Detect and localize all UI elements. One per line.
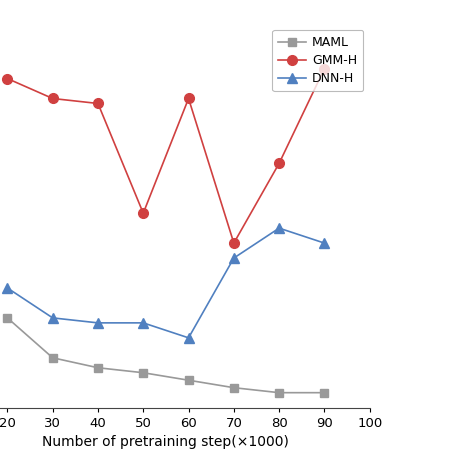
DNN-H bbox=[95, 320, 101, 326]
GMM-H bbox=[321, 66, 327, 72]
DNN-H bbox=[186, 335, 191, 341]
DNN-H bbox=[140, 320, 146, 326]
DNN-H bbox=[50, 315, 55, 321]
DNN-H bbox=[231, 255, 237, 261]
GMM-H bbox=[186, 96, 191, 101]
DNN-H bbox=[276, 225, 282, 231]
Line: DNN-H: DNN-H bbox=[2, 223, 329, 343]
DNN-H bbox=[321, 240, 327, 246]
GMM-H bbox=[140, 210, 146, 216]
GMM-H bbox=[95, 100, 101, 106]
X-axis label: Number of pretraining step(×1000): Number of pretraining step(×1000) bbox=[43, 435, 289, 449]
DNN-H bbox=[5, 285, 10, 291]
Line: GMM-H: GMM-H bbox=[2, 64, 329, 248]
MAML bbox=[95, 365, 101, 371]
Legend: MAML, GMM-H, DNN-H: MAML, GMM-H, DNN-H bbox=[272, 30, 364, 91]
GMM-H bbox=[5, 76, 10, 82]
MAML bbox=[5, 315, 10, 321]
GMM-H bbox=[231, 240, 237, 246]
MAML bbox=[321, 390, 327, 395]
MAML bbox=[186, 377, 191, 383]
GMM-H bbox=[276, 161, 282, 166]
MAML bbox=[231, 385, 237, 391]
MAML bbox=[50, 355, 55, 361]
MAML bbox=[276, 390, 282, 395]
Line: MAML: MAML bbox=[3, 314, 328, 396]
GMM-H bbox=[50, 96, 55, 101]
MAML bbox=[140, 370, 146, 375]
